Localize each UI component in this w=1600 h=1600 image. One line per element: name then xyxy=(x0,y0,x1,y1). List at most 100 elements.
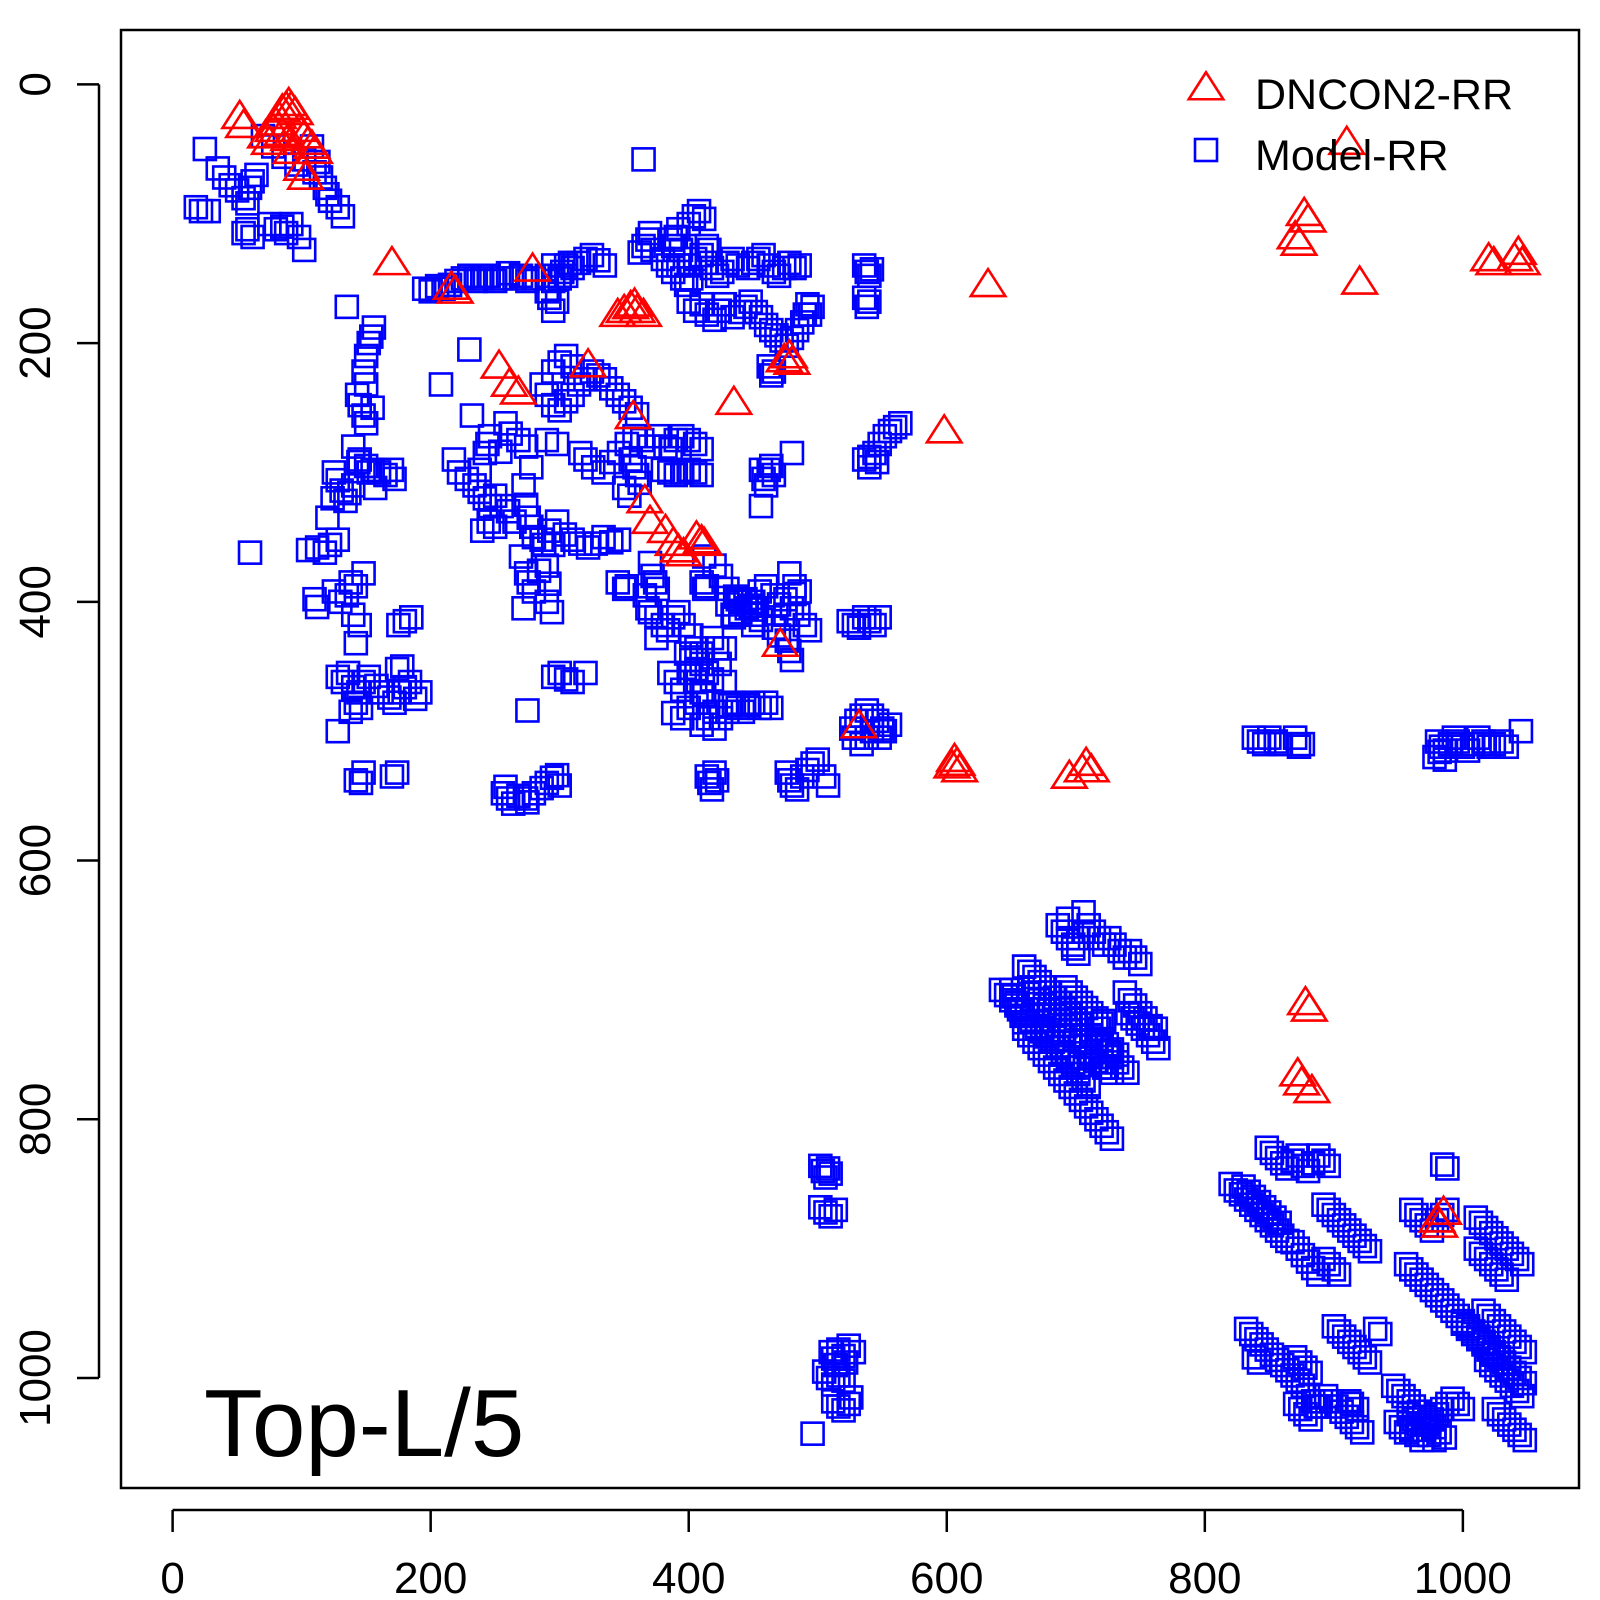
data-point-triangle xyxy=(839,707,879,739)
data-point-square xyxy=(356,330,382,356)
data-point-square xyxy=(676,695,702,721)
data-point-square xyxy=(631,233,656,259)
data-point-square xyxy=(712,291,738,317)
data-point-square xyxy=(521,266,547,291)
data-point-square xyxy=(851,285,877,311)
data-point-triangle xyxy=(1288,202,1328,233)
data-point-square xyxy=(691,682,717,708)
data-point-square xyxy=(547,350,572,375)
data-point-square xyxy=(810,1158,836,1184)
data-point-square xyxy=(637,220,663,246)
data-point-square xyxy=(544,289,570,314)
y-tick-label: 1000 xyxy=(11,1329,60,1427)
data-point-square xyxy=(506,427,531,453)
data-point-square xyxy=(379,764,405,789)
data-point-square xyxy=(291,237,317,263)
data-point-square xyxy=(592,253,618,278)
data-point-square xyxy=(624,462,650,488)
data-point-square xyxy=(325,527,351,553)
data-point-square xyxy=(402,686,428,712)
data-point-square xyxy=(334,583,360,608)
data-point-square xyxy=(338,699,363,725)
data-point-square xyxy=(1282,725,1308,750)
points-layer xyxy=(183,85,1542,1453)
y-tick-label: 600 xyxy=(11,824,60,897)
data-point-square xyxy=(605,570,631,595)
data-point-square xyxy=(635,595,660,621)
data-point-square xyxy=(573,447,598,472)
data-point-square xyxy=(351,561,376,586)
data-point-square xyxy=(446,460,472,485)
legend-label-model-rr: Model-RR xyxy=(1255,132,1449,180)
data-point-square xyxy=(586,247,611,273)
data-point-square xyxy=(362,475,388,501)
data-point-square xyxy=(1504,1378,1530,1404)
data-point-square xyxy=(1140,1029,1166,1054)
data-point-square xyxy=(547,660,572,686)
data-point-square xyxy=(605,382,631,408)
data-point-triangle xyxy=(684,525,724,557)
data-point-square xyxy=(211,165,237,190)
data-point-triangle xyxy=(1292,1072,1332,1104)
data-point-square xyxy=(489,266,514,291)
data-point-square xyxy=(338,570,363,595)
data-point-square xyxy=(312,540,338,565)
data-point-triangle xyxy=(275,94,315,126)
data-point-square xyxy=(469,266,495,291)
data-point-square xyxy=(408,680,433,705)
data-point-square xyxy=(1476,734,1501,760)
data-point-square xyxy=(237,540,263,565)
data-point-triangle xyxy=(940,751,980,783)
data-point-square xyxy=(237,175,263,201)
data-point-triangle xyxy=(623,296,664,328)
data-point-triangle xyxy=(614,286,655,317)
data-point-square xyxy=(573,660,598,686)
data-point-square xyxy=(1507,1334,1532,1360)
data-point-triangle xyxy=(613,398,653,430)
data-point-square xyxy=(862,612,887,638)
data-point-triangle xyxy=(924,412,964,444)
data-point-square xyxy=(244,162,269,188)
data-point-square xyxy=(566,372,592,397)
data-point-triangle xyxy=(1279,225,1319,257)
data-point-square xyxy=(1352,1345,1378,1370)
data-point-square xyxy=(340,434,366,459)
data-point-square xyxy=(838,1385,864,1410)
data-point-square xyxy=(682,431,708,457)
data-point-square xyxy=(663,224,689,250)
y-tick-label: 400 xyxy=(11,565,60,638)
data-point-triangle xyxy=(568,346,608,378)
data-point-square xyxy=(321,460,347,485)
data-point-square xyxy=(1417,1422,1442,1448)
axes-layer: 0 200 400 600 800 1000 0 200 400 600 800 1000 xyxy=(11,72,1512,1600)
data-point-square xyxy=(666,599,691,625)
data-point-square xyxy=(386,612,411,638)
data-point-square xyxy=(353,343,379,369)
x-tick-label: 600 xyxy=(910,1554,983,1600)
data-point-triangle xyxy=(937,745,977,777)
data-point-square xyxy=(631,147,656,172)
data-point-square xyxy=(549,259,575,285)
legend-square-icon xyxy=(1193,137,1219,163)
data-point-square xyxy=(560,669,585,695)
data-point-square xyxy=(841,1339,867,1365)
data-point-square xyxy=(540,532,566,558)
data-point-square xyxy=(694,233,720,259)
data-point-square xyxy=(682,460,708,485)
data-point-square xyxy=(1238,1321,1264,1347)
data-point-square xyxy=(712,669,738,695)
x-tick-label: 200 xyxy=(394,1554,467,1600)
data-point-square xyxy=(1481,731,1507,757)
data-point-square xyxy=(779,440,805,466)
data-point-square xyxy=(787,253,812,278)
data-point-square xyxy=(811,1359,837,1384)
data-point-square xyxy=(859,257,885,282)
data-point-square xyxy=(463,268,489,294)
x-tick-label: 800 xyxy=(1168,1554,1241,1600)
data-point-square xyxy=(1509,1383,1535,1409)
x-tick-label: 400 xyxy=(652,1554,725,1600)
data-point-square xyxy=(1290,731,1316,757)
data-point-square xyxy=(773,602,798,628)
data-point-square xyxy=(818,1204,843,1229)
